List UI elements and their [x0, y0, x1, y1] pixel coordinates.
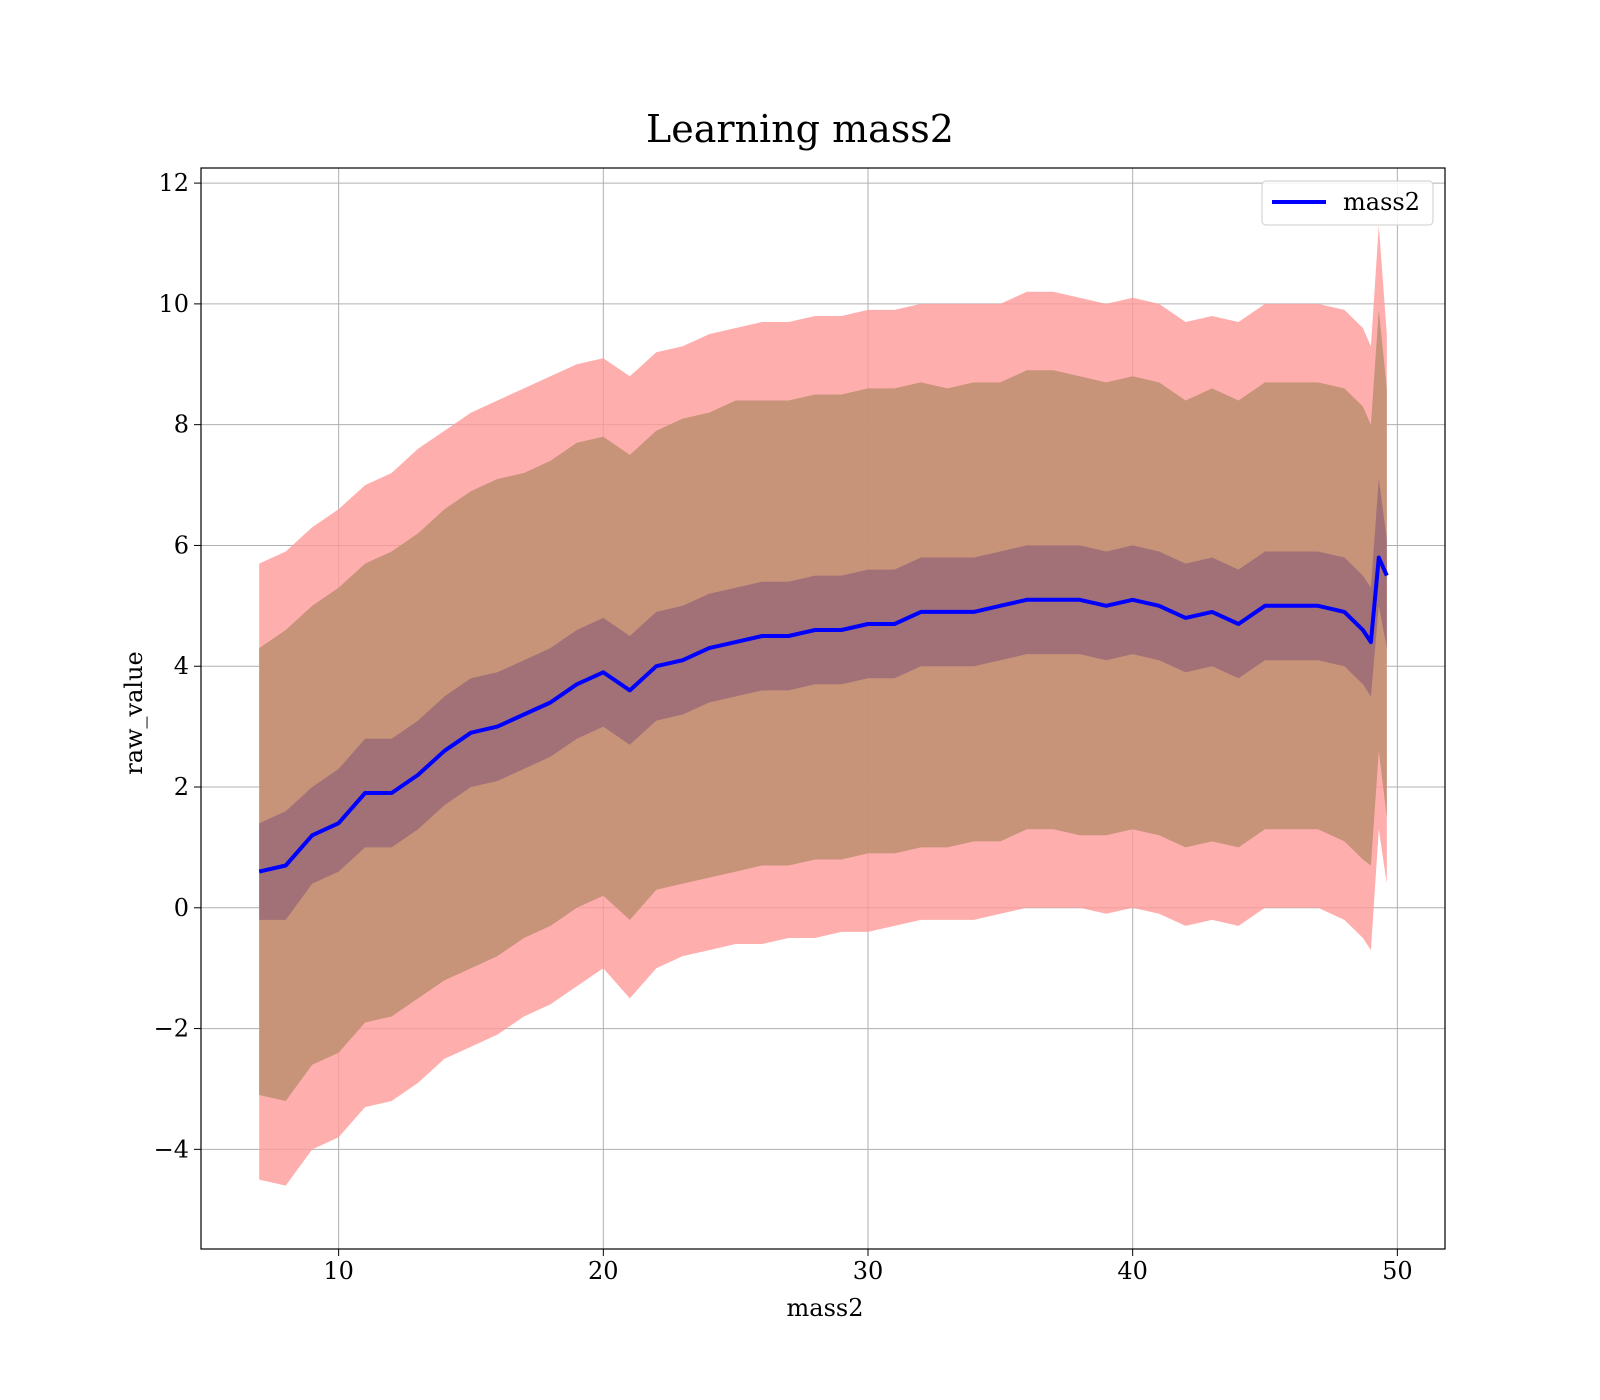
y-tick-label: −2: [154, 1015, 189, 1043]
x-tick-label: 40: [1117, 1257, 1148, 1285]
y-axis-ticks: 12 10 8 6 4 2 0 −2 −4: [154, 169, 201, 1163]
series-line-mass2: [258, 555, 1389, 874]
y-tick-label: 8: [174, 411, 189, 439]
band-middle: [259, 309, 1387, 1101]
y-tick-label: 6: [174, 531, 189, 559]
confidence-bands: [259, 225, 1387, 1186]
band-inner: [259, 479, 1387, 920]
x-tick-label: 20: [588, 1257, 619, 1285]
y-tick-label: 2: [174, 773, 189, 801]
x-axis-ticks: 10 20 30 40 50: [323, 1249, 1413, 1285]
legend: mass2: [1261, 180, 1434, 226]
x-tick-label: 10: [323, 1257, 354, 1285]
legend-label-mass2: mass2: [1343, 188, 1420, 216]
x-tick-label: 30: [853, 1257, 884, 1285]
chart-title: Learning mass2: [646, 107, 954, 151]
y-tick-label: 0: [174, 894, 189, 922]
plot-frame: [200, 167, 1446, 1250]
legend-box: [1261, 180, 1434, 226]
x-axis-label: mass2: [787, 1294, 864, 1322]
y-axis-label: raw_value: [120, 651, 148, 775]
y-tick-label: −4: [154, 1135, 189, 1163]
y-tick-label: 4: [174, 652, 189, 680]
x-tick-label: 50: [1382, 1257, 1413, 1285]
y-tick-label: 10: [158, 290, 189, 318]
series-lines: [258, 555, 1389, 874]
y-tick-label: 12: [158, 169, 189, 197]
